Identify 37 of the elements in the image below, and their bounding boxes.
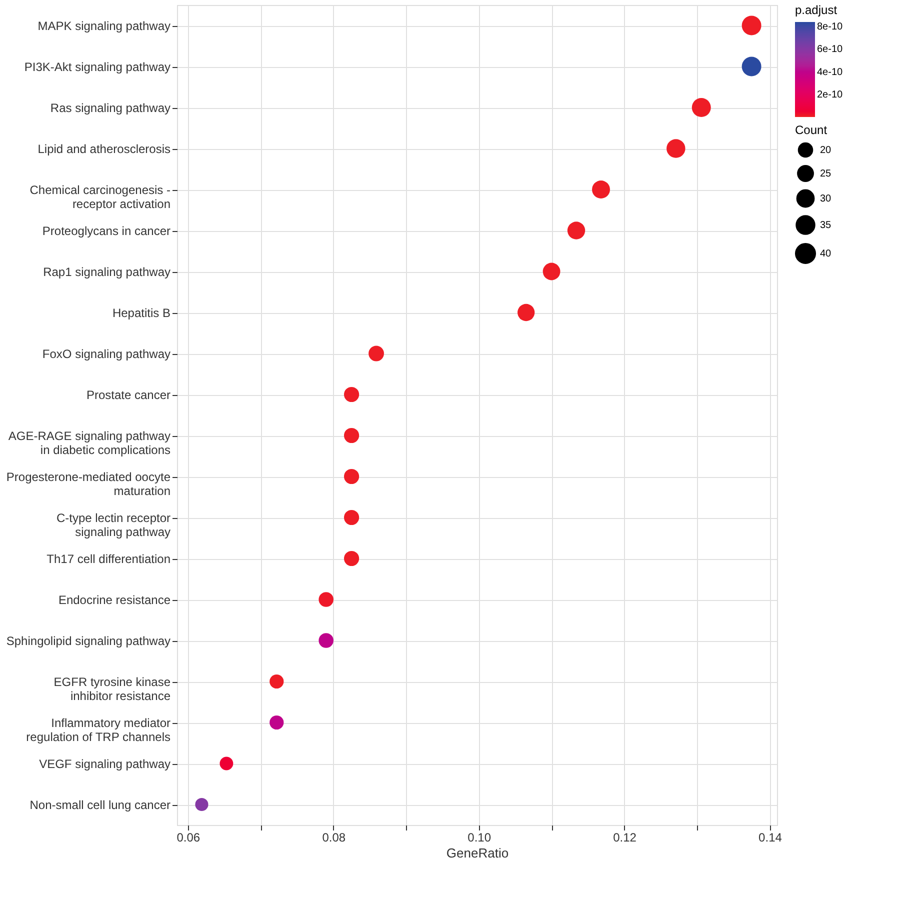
legend-label: 40 xyxy=(820,248,832,260)
y-tick-label: Th17 cell differentiation xyxy=(46,552,170,566)
y-tick-label: FoxO signaling pathway xyxy=(42,347,170,361)
legend-label: 20 xyxy=(820,145,832,156)
x-tick-label: 0.12 xyxy=(613,830,637,844)
color-bar-label: 6e-10 xyxy=(817,44,844,56)
y-tick-label: PI3K-Akt signaling pathway xyxy=(24,60,170,74)
y-tick-label: Inflammatory mediator regulation of TRP channels xyxy=(26,716,170,744)
y-tick-label: Rap1 signaling pathway xyxy=(43,265,170,279)
x-tick-label: 0.06 xyxy=(176,830,200,844)
y-tick-label: Sphingolipid signaling pathway xyxy=(6,634,170,648)
y-tick-label: Lipid and atherosclerosis xyxy=(38,142,170,156)
x-axis-title: GeneRatio xyxy=(446,846,509,860)
y-tick-label: Non-small cell lung cancer xyxy=(30,798,170,812)
y-tick-label: Chemical carcinogenesis - receptor activation xyxy=(30,183,170,211)
color-bar-title: p.adjust xyxy=(795,3,838,17)
y-tick-label: Hepatitis B xyxy=(112,306,170,320)
y-tick-label: MAPK signaling pathway xyxy=(38,19,170,33)
x-tick-label: 0.10 xyxy=(468,830,492,844)
text: 0.08 xyxy=(322,830,346,844)
legend-title: Count xyxy=(795,123,828,137)
legend-label: 35 xyxy=(820,220,832,231)
y-tick-label: VEGF signaling pathway xyxy=(39,757,170,771)
legend-label: 30 xyxy=(820,194,832,204)
y-tick-label: AGE-RAGE signaling pathway in diabetic complications xyxy=(8,429,170,457)
y-tick-label: Endocrine resistance xyxy=(58,593,171,607)
color-bar-label: 4e-10 xyxy=(817,66,844,78)
legend-label: 25 xyxy=(820,168,832,180)
y-tick-label: Prostate cancer xyxy=(86,388,170,402)
y-tick-label: Progesterone-mediated oocyte maturation xyxy=(6,470,171,498)
y-tick-label: Proteoglycans in cancer xyxy=(42,224,170,238)
color-bar-label: 8e-10 xyxy=(817,22,844,33)
y-tick-label: C-type lectin receptor signaling pathway xyxy=(56,511,171,539)
y-tick-label: EGFR tyrosine kinase inhibitor resistance xyxy=(54,675,171,703)
color-bar-label: 2e-10 xyxy=(817,89,844,100)
x-tick-label: 0.14 xyxy=(758,830,782,844)
y-tick-label: Ras signaling pathway xyxy=(50,101,170,115)
